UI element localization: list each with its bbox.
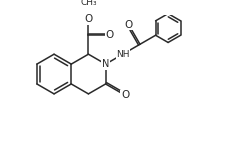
Text: O: O xyxy=(121,90,129,100)
Text: O: O xyxy=(124,20,133,30)
Text: O: O xyxy=(84,14,93,24)
Text: NH: NH xyxy=(116,50,129,59)
Text: N: N xyxy=(102,59,109,69)
Text: CH₃: CH₃ xyxy=(80,0,97,7)
Text: O: O xyxy=(105,30,114,40)
